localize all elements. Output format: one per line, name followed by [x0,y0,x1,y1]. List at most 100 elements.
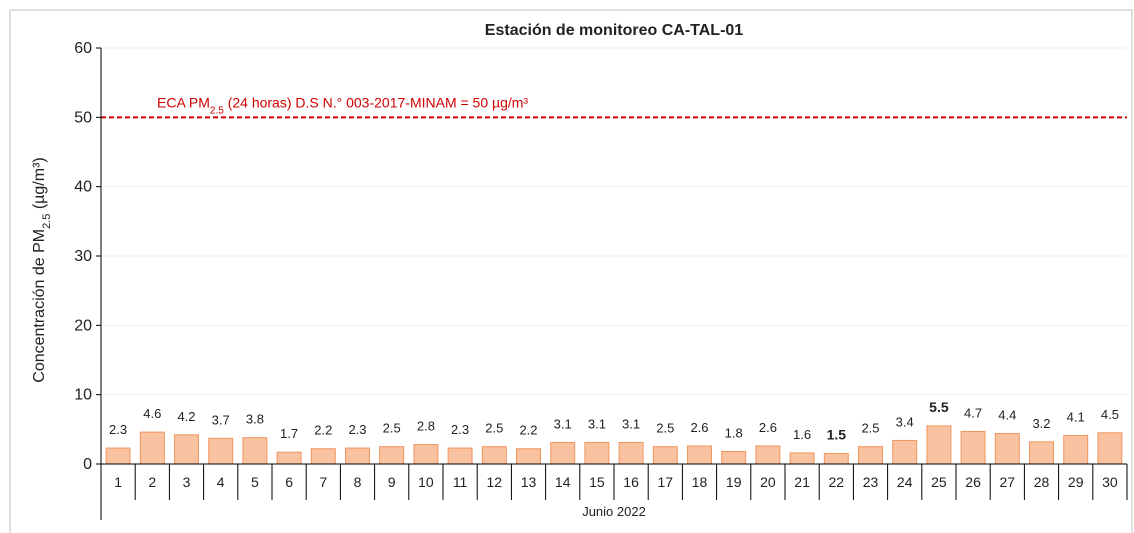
x-tick-label: 1 [114,474,122,490]
bar [1029,441,1054,465]
value-label: 3.4 [896,414,914,429]
bar [584,442,610,465]
reference-label-sub: 2.5 [210,105,224,116]
value-label: 2.2 [519,423,537,438]
value-label: 3.1 [588,417,606,432]
y-tick-label: 0 [83,456,92,473]
value-label: 1.6 [793,427,811,442]
bar [413,444,439,465]
value-label: 3.7 [212,412,230,427]
bar [242,437,268,465]
bar [310,448,336,465]
value-label: 2.6 [690,420,708,435]
value-label: 2.5 [383,421,401,436]
value-label: 2.5 [656,421,674,436]
bar [174,434,199,465]
value-label: 2.3 [109,422,127,437]
bar [1063,435,1089,465]
x-tick-label: 7 [319,474,327,490]
value-label: 1.5 [827,427,847,443]
x-tick-label: 6 [285,474,293,490]
x-tick-label: 10 [418,474,434,490]
value-label: 4.5 [1101,407,1119,422]
x-tick-label: 11 [453,474,468,490]
bar [618,442,644,465]
x-tick-label: 14 [555,474,571,490]
bar [926,425,952,465]
bar [823,453,849,465]
bar [755,445,781,465]
bar [687,445,712,465]
bar [379,446,405,465]
value-label: 3.1 [622,417,640,432]
bar [516,448,541,465]
bar [481,446,507,465]
bar [1097,432,1123,465]
y-tick-label: 20 [74,317,92,334]
x-tick-label: 29 [1068,474,1084,490]
x-tick-label: 28 [1034,474,1050,490]
value-label: 3.2 [1032,416,1050,431]
y-label-sub: 2.5 [41,214,53,229]
value-label: 5.5 [929,399,949,415]
value-label: 1.8 [725,426,743,441]
x-tick-label: 26 [965,474,981,490]
x-tick-label: 20 [760,474,776,490]
x-tick-label: 2 [148,474,156,490]
value-label: 2.5 [485,421,503,436]
y-label-prefix: Concentración de PM [31,229,48,383]
value-label: 4.6 [143,406,161,421]
value-label: 2.2 [314,423,332,438]
x-tick-label: 4 [217,474,225,490]
x-tick-label: 25 [931,474,947,490]
bar [652,446,678,465]
y-label-suffix: (µg/m³) [31,157,48,213]
bar [208,437,234,465]
x-tick-label: 13 [521,474,537,490]
y-tick-label: 50 [74,109,92,126]
reference-label-prefix: ECA PM [157,94,210,110]
bar [447,447,473,465]
x-tick-label: 16 [623,474,639,490]
value-label: 2.3 [348,422,366,437]
x-tick-label: 18 [692,474,708,490]
value-label: 2.6 [759,420,777,435]
bar [994,432,1020,465]
value-label: 4.2 [177,409,195,424]
bar [892,439,918,465]
value-label: 3.8 [246,412,264,427]
chart-frame [9,9,1133,533]
y-axis-label: Concentración de PM2.5 (µg/m³) [31,157,53,382]
value-label: 2.5 [861,421,879,436]
bar [858,446,883,465]
x-tick-label: 19 [726,474,742,490]
bar [550,442,576,465]
x-tick-label: 12 [487,474,503,490]
bar [276,451,302,465]
x-tick-label: 3 [183,474,191,490]
reference-label: ECA PM2.5 (24 horas) D.S N.° 003-2017-MI… [157,94,528,116]
y-tick-label: 10 [74,387,92,404]
reference-label-suffix: (24 horas) D.S N.° 003-2017-MINAM = 50 µ… [224,94,529,110]
value-label: 1.7 [280,426,298,441]
x-tick-label: 15 [589,474,605,490]
bar [345,447,370,465]
bar [721,451,747,465]
bar [105,447,131,465]
x-tick-label: 23 [863,474,879,490]
value-label: 2.8 [417,419,435,434]
x-axis-label: Junio 2022 [582,504,646,519]
x-tick-label: 17 [658,474,674,490]
value-label: 4.7 [964,405,982,420]
bar [960,430,986,465]
y-tick-label: 60 [74,40,92,57]
x-tick-label: 27 [1000,474,1016,490]
bar [789,452,815,465]
x-tick-label: 8 [354,474,362,490]
y-tick-label: 40 [74,179,92,196]
value-label: 4.4 [998,407,1016,422]
bar [139,431,165,465]
x-tick-label: 24 [897,474,913,490]
x-tick-label: 5 [251,474,259,490]
